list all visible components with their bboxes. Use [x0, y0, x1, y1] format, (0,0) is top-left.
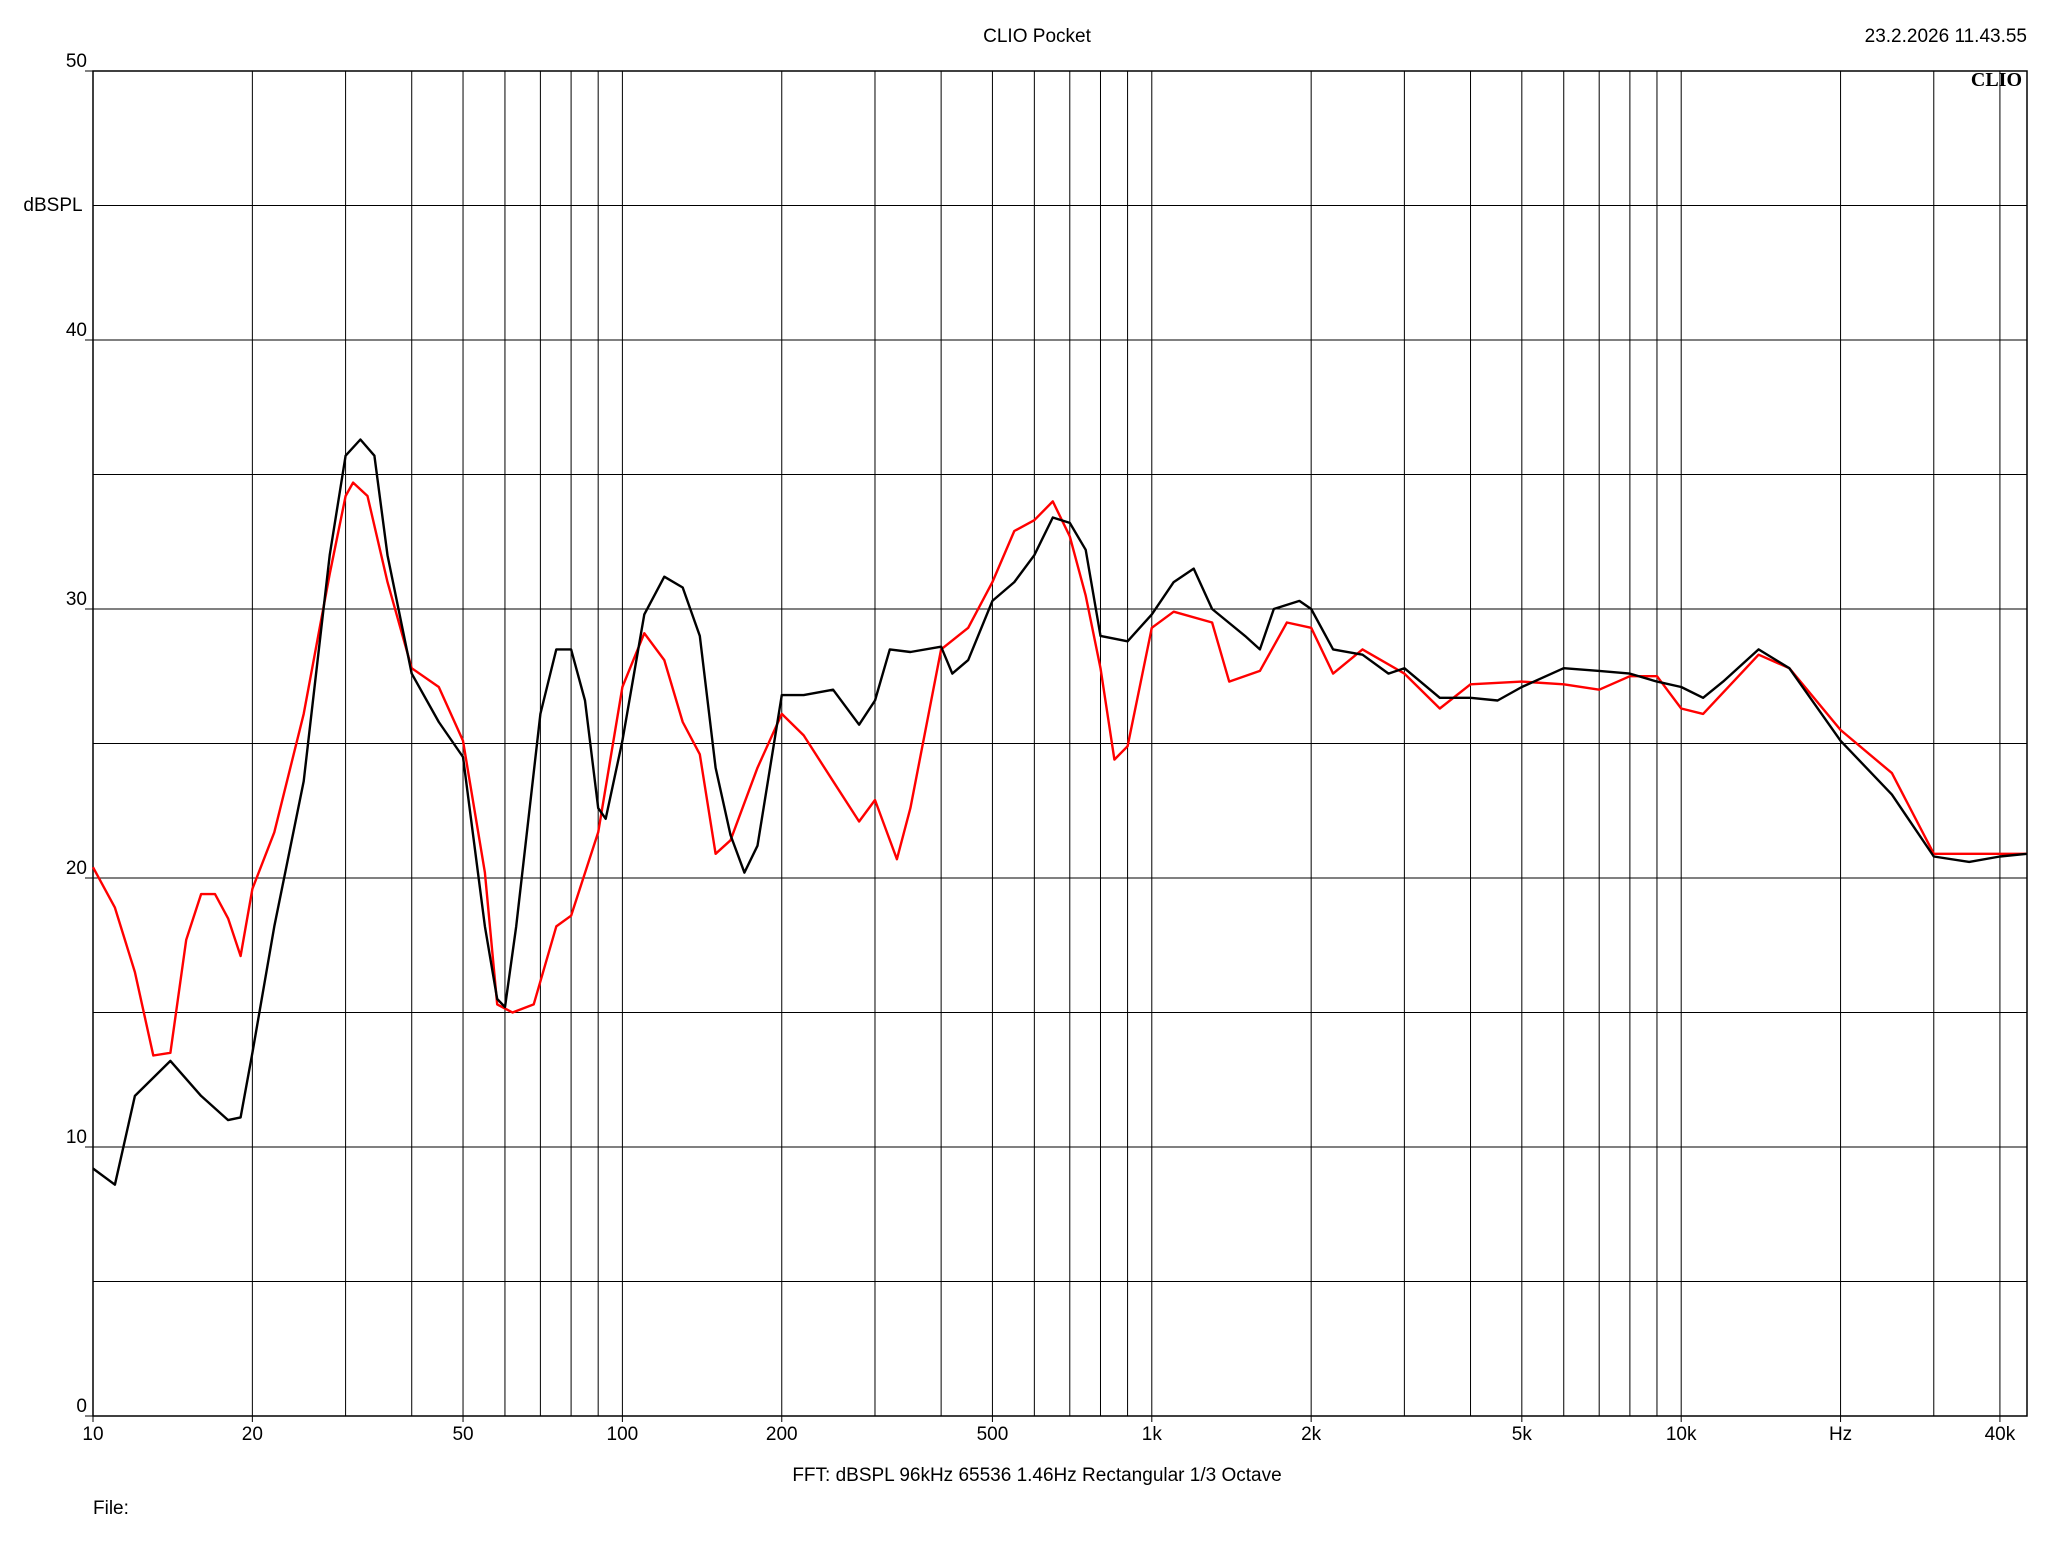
- y-tick-label: 50: [66, 51, 87, 72]
- x-tick-label: 1k: [1142, 1424, 1163, 1445]
- y-tick-label: 0: [76, 1396, 87, 1417]
- y-tick-label: 10: [66, 1127, 87, 1148]
- chart-title: CLIO Pocket: [983, 26, 1091, 47]
- x-tick-label: 500: [977, 1424, 1009, 1445]
- file-label: File:: [93, 1498, 129, 1519]
- x-tick-label: 50: [452, 1424, 473, 1445]
- x-tick-label: 5k: [1512, 1424, 1533, 1445]
- y-tick-label: 20: [66, 858, 87, 879]
- x-tick-label: 40k: [1985, 1424, 2016, 1445]
- y-axis-label: dBSPL: [23, 195, 82, 216]
- x-tick-label: 2k: [1301, 1424, 1322, 1445]
- x-tick-label: Hz: [1829, 1424, 1852, 1445]
- x-tick-label: 200: [766, 1424, 798, 1445]
- x-tick-label: 20: [242, 1424, 263, 1445]
- x-tick-label: 10k: [1666, 1424, 1697, 1445]
- footer: FFT: dBSPL 96kHz 65536 1.46Hz Rectangula…: [792, 1465, 1281, 1486]
- series-line: [92, 438, 2028, 1186]
- x-tick-label: 100: [607, 1424, 639, 1445]
- y-tick-label: 30: [66, 589, 87, 610]
- y-tick-label: 40: [66, 320, 87, 341]
- logo: CLIO: [1971, 69, 2022, 91]
- x-tick-label: 10: [82, 1424, 103, 1445]
- series-line: [91, 481, 2027, 1057]
- plot-frame: [92, 70, 2028, 1417]
- timestamp: 23.2.2026 11.43.55: [1865, 26, 2027, 47]
